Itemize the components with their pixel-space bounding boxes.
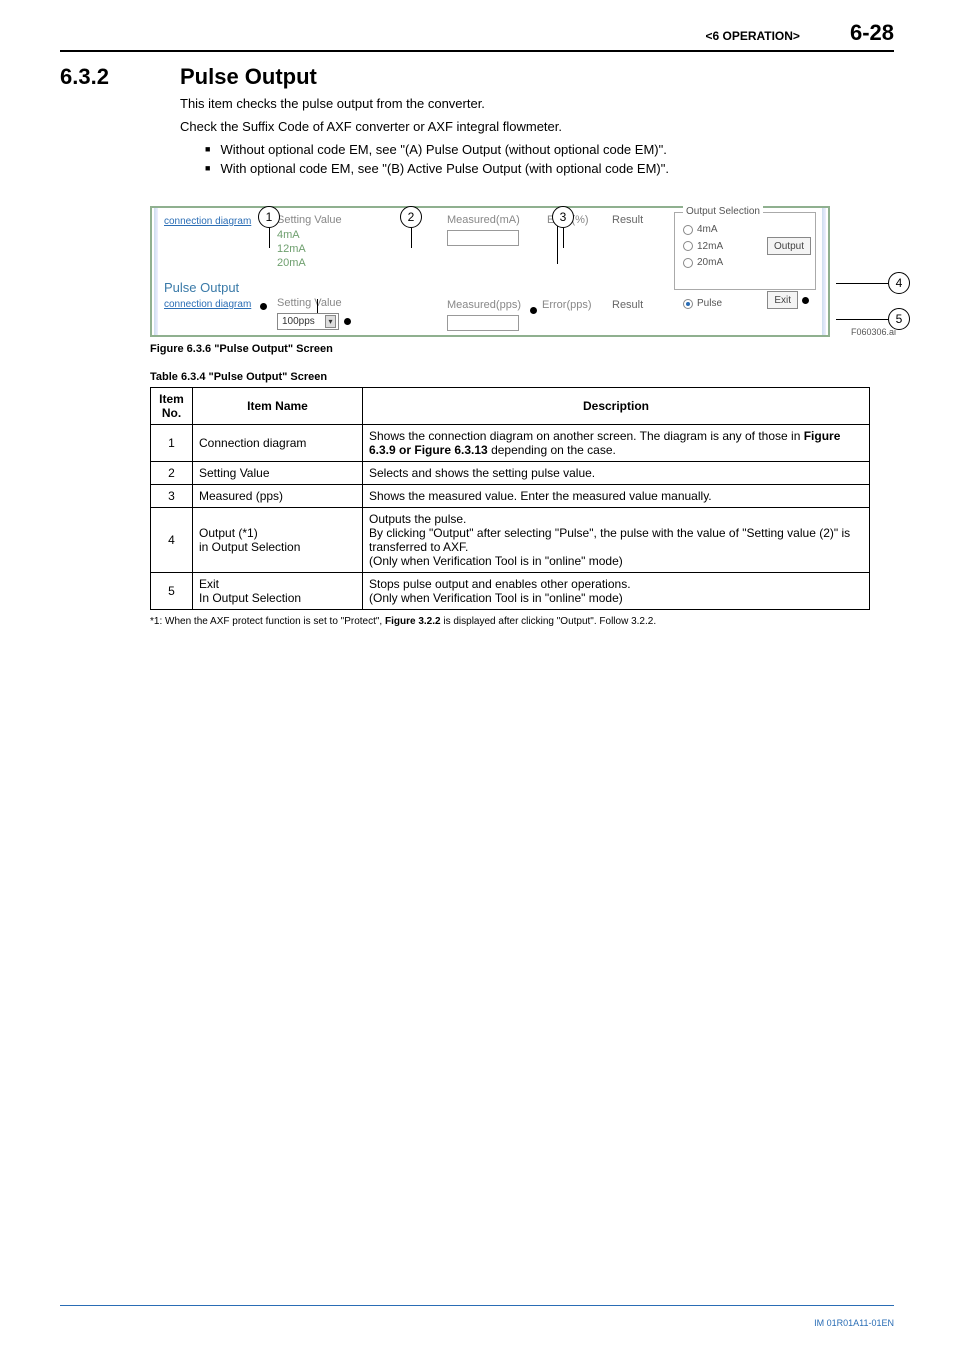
section-number: 6.3.2 [60, 64, 180, 90]
radio-4ma[interactable]: 4mA [683, 224, 811, 235]
th-description: Description [363, 388, 870, 425]
th-item-name: Item Name [193, 388, 363, 425]
intro-block: This item checks the pulse output from t… [180, 96, 894, 176]
output-selection-title: Output Selection [683, 206, 763, 217]
cell-desc: Stops pulse output and enables other ope… [363, 573, 870, 610]
desc-text: depending on the case. [488, 443, 616, 457]
cell-name: Connection diagram [193, 425, 363, 462]
cell-desc: Outputs the pulse. By clicking "Output" … [363, 508, 870, 573]
pulse-setting-dropdown-wrap: 100pps ▾ [277, 313, 351, 330]
measured-pps-field[interactable] [447, 315, 519, 331]
radio-4ma-label: 4mA [697, 224, 718, 235]
cell-name: Exit In Output Selection [193, 573, 363, 610]
callout-line [411, 228, 412, 248]
result-label: Result [612, 214, 643, 226]
cell-desc: Selects and shows the setting pulse valu… [363, 462, 870, 485]
result-label-2: Result [612, 299, 643, 311]
pulse-output-row: connection diagram Setting Value 100pps … [152, 295, 828, 335]
sv-4ma: 4mA [277, 228, 306, 242]
sv-12ma: 12mA [277, 242, 306, 256]
table-row: 4 Output (*1) in Output Selection Output… [151, 508, 870, 573]
current-output-row: connection diagram Setting Value 4mA 12m… [152, 208, 828, 280]
cell-name: Output (*1) in Output Selection [193, 508, 363, 573]
cell-desc: Shows the measured value. Enter the meas… [363, 485, 870, 508]
intro-p2: Check the Suffix Code of AXF converter o… [180, 119, 894, 134]
figure-file-id: F060306.ai [851, 327, 896, 337]
callout-line [836, 319, 888, 320]
section-title: Pulse Output [180, 64, 317, 89]
callout-dot [344, 318, 351, 325]
footer-rule [60, 1305, 894, 1306]
output-button[interactable]: Output [767, 237, 811, 255]
radio-12ma[interactable] [683, 241, 693, 251]
cell-no: 2 [151, 462, 193, 485]
sv-20ma: 20mA [277, 256, 306, 270]
callout-5: 5 [888, 308, 910, 330]
screenshot-panel: connection diagram Setting Value 4mA 12m… [150, 206, 830, 337]
section-heading: 6.3.2Pulse Output [60, 64, 894, 90]
measured-ma-field[interactable] [447, 230, 519, 246]
cell-desc: Shows the connection diagram on another … [363, 425, 870, 462]
page-number: 6-28 [850, 20, 894, 46]
table-row: 5 Exit In Output Selection Stops pulse o… [151, 573, 870, 610]
footnote-text: *1: When the AXF protect function is set… [150, 616, 385, 627]
page-header: <6 OPERATION> 6-28 [60, 20, 894, 52]
callout-line [563, 228, 564, 248]
cell-no: 5 [151, 573, 193, 610]
radio-20ma-label: 20mA [697, 257, 723, 268]
radio-12ma-label: 12mA [697, 241, 723, 252]
intro-bullet-2: With optional code EM, see "(B) Active P… [205, 161, 894, 176]
setting-value-label-2: Setting Value [277, 297, 342, 309]
items-table: Item No. Item Name Description 1 Connect… [150, 387, 870, 610]
th-item-no: Item No. [151, 388, 193, 425]
cell-name: Measured (pps) [193, 485, 363, 508]
footnote: *1: When the AXF protect function is set… [150, 616, 894, 627]
callout-line [269, 228, 270, 248]
callout-dot [530, 307, 537, 314]
chapter-label: <6 OPERATION> [705, 29, 799, 43]
footnote-text: is displayed after clicking "Output". Fo… [441, 616, 657, 627]
intro-p1: This item checks the pulse output from t… [180, 96, 894, 111]
error-pps-label: Error(pps) [542, 299, 592, 311]
table-row: 3 Measured (pps) Shows the measured valu… [151, 485, 870, 508]
connection-diagram-link-2[interactable]: connection diagram [164, 299, 251, 310]
table-row: 1 Connection diagram Shows the connectio… [151, 425, 870, 462]
measured-ma-label: Measured(mA) [447, 214, 520, 226]
cell-no: 3 [151, 485, 193, 508]
dropdown-value: 100pps [282, 316, 315, 327]
callout-2: 2 [400, 206, 422, 228]
cell-no: 4 [151, 508, 193, 573]
radio-12ma-row: 12mA Output [683, 237, 811, 255]
connection-diagram-link[interactable]: connection diagram [164, 216, 251, 227]
callout-line [836, 283, 888, 284]
setting-values: 4mA 12mA 20mA [277, 228, 306, 270]
callout-3: 3 [552, 206, 574, 228]
table-row: 2 Setting Value Selects and shows the se… [151, 462, 870, 485]
document-id: IM 01R01A11-01EN [814, 1318, 894, 1328]
screenshot-figure: 1 2 3 connection diagram Setting Value 4… [150, 206, 910, 337]
measured-pps-label: Measured(pps) [447, 299, 521, 311]
callout-dot [260, 303, 267, 310]
cell-no: 1 [151, 425, 193, 462]
footnote-bold: Figure 3.2.2 [385, 616, 441, 627]
callout-line [317, 299, 318, 313]
callout-4: 4 [888, 272, 910, 294]
intro-bullet-1: Without optional code EM, see "(A) Pulse… [205, 142, 894, 157]
chevron-down-icon: ▾ [325, 315, 336, 328]
radio-20ma[interactable]: 20mA [683, 257, 811, 268]
table-caption: Table 6.3.4 "Pulse Output" Screen [150, 371, 894, 383]
pulse-setting-dropdown[interactable]: 100pps ▾ [277, 313, 339, 330]
setting-value-label: Setting Value [277, 214, 342, 226]
cell-name: Setting Value [193, 462, 363, 485]
desc-text: Shows the connection diagram on another … [369, 429, 804, 443]
output-selection-box: Output Selection 4mA 12mA Output 20mA Ex… [674, 212, 816, 290]
figure-caption: Figure 6.3.6 "Pulse Output" Screen [150, 343, 894, 355]
callout-1: 1 [258, 206, 280, 228]
